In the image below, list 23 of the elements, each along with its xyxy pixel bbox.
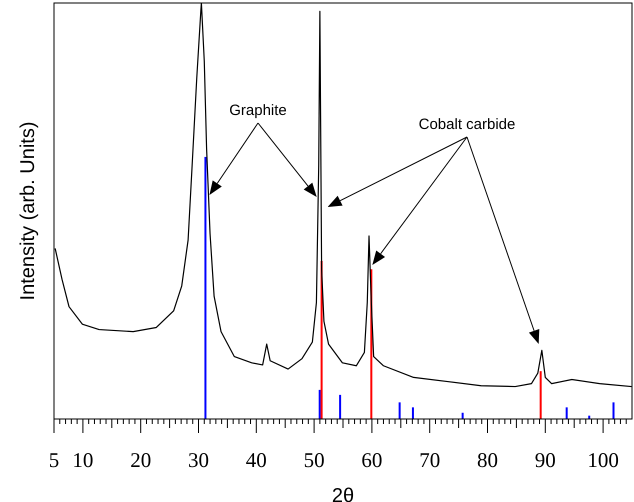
bar — [412, 407, 414, 419]
bar — [204, 156, 206, 419]
y-axis-title: Intensity (arb. Units) — [17, 122, 39, 300]
bar — [398, 402, 401, 419]
x-axis-title: 2θ — [332, 485, 354, 502]
annotation: Cobalt carbide — [418, 116, 516, 133]
bar — [566, 407, 568, 419]
x-tick-label: 30 — [188, 448, 209, 472]
bar — [318, 390, 321, 419]
x-tick-label: 80 — [477, 448, 498, 472]
x-tick-label: 50 — [304, 448, 325, 472]
bar — [339, 394, 342, 419]
x-tick-label: 60 — [361, 448, 382, 472]
x-tick-label: 90 — [534, 448, 556, 472]
annotation: Graphite — [229, 102, 287, 119]
x-tick-label: 5 — [48, 448, 60, 472]
x-tick-label: 10 — [72, 448, 94, 472]
x-tick-label: 40 — [246, 448, 267, 472]
x-tick-label: 70 — [419, 448, 440, 472]
bar — [540, 371, 542, 419]
x-tick-label: 100 — [587, 448, 619, 472]
bar — [612, 402, 615, 419]
x-tick-label: 20 — [130, 448, 152, 472]
